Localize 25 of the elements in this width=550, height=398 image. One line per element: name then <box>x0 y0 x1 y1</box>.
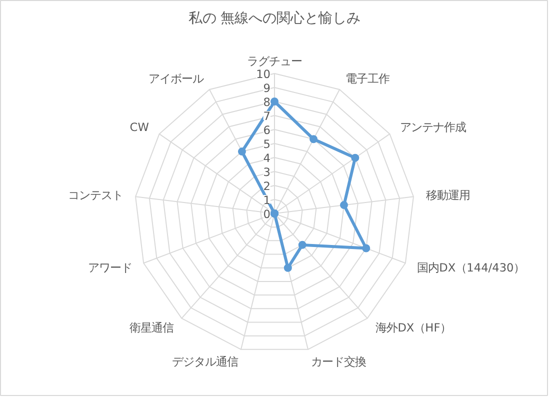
y-tick-label: 0 <box>263 207 271 221</box>
spoke-label: アンテナ作成 <box>400 120 466 134</box>
spoke-label: 電子工作 <box>345 71 390 86</box>
y-tick-label: 3 <box>263 165 271 179</box>
y-tick-label: 10 <box>256 67 271 81</box>
spoke-label: 海外DX（HF） <box>376 320 452 335</box>
spoke-label: ラグチュー <box>247 54 302 68</box>
y-tick-label: 9 <box>263 81 271 95</box>
spoke-label: デジタル通信 <box>172 354 238 369</box>
y-tick-label: 8 <box>263 95 271 109</box>
spoke-label: 国内DX（144/430） <box>417 260 525 275</box>
spoke-label: アイボール <box>148 71 204 86</box>
y-tick-label: 6 <box>263 123 271 137</box>
y-tick-label: 4 <box>263 151 271 165</box>
y-tick-label: 2 <box>263 179 271 193</box>
spoke-label: カード交換 <box>311 354 366 369</box>
y-tick-label: 5 <box>263 137 271 151</box>
spoke-label: 衛星通信 <box>129 320 174 335</box>
y-tick-label: 1 <box>263 193 271 207</box>
spoke-label: アワード <box>88 260 132 275</box>
y-tick-label: 7 <box>263 109 271 123</box>
spoke-label: コンテスト <box>68 188 124 202</box>
spoke-label: 移動運用 <box>426 188 470 202</box>
chart-title: 私の 無線への関心と愉しみ <box>188 10 361 26</box>
spoke-label: CW <box>130 120 149 134</box>
